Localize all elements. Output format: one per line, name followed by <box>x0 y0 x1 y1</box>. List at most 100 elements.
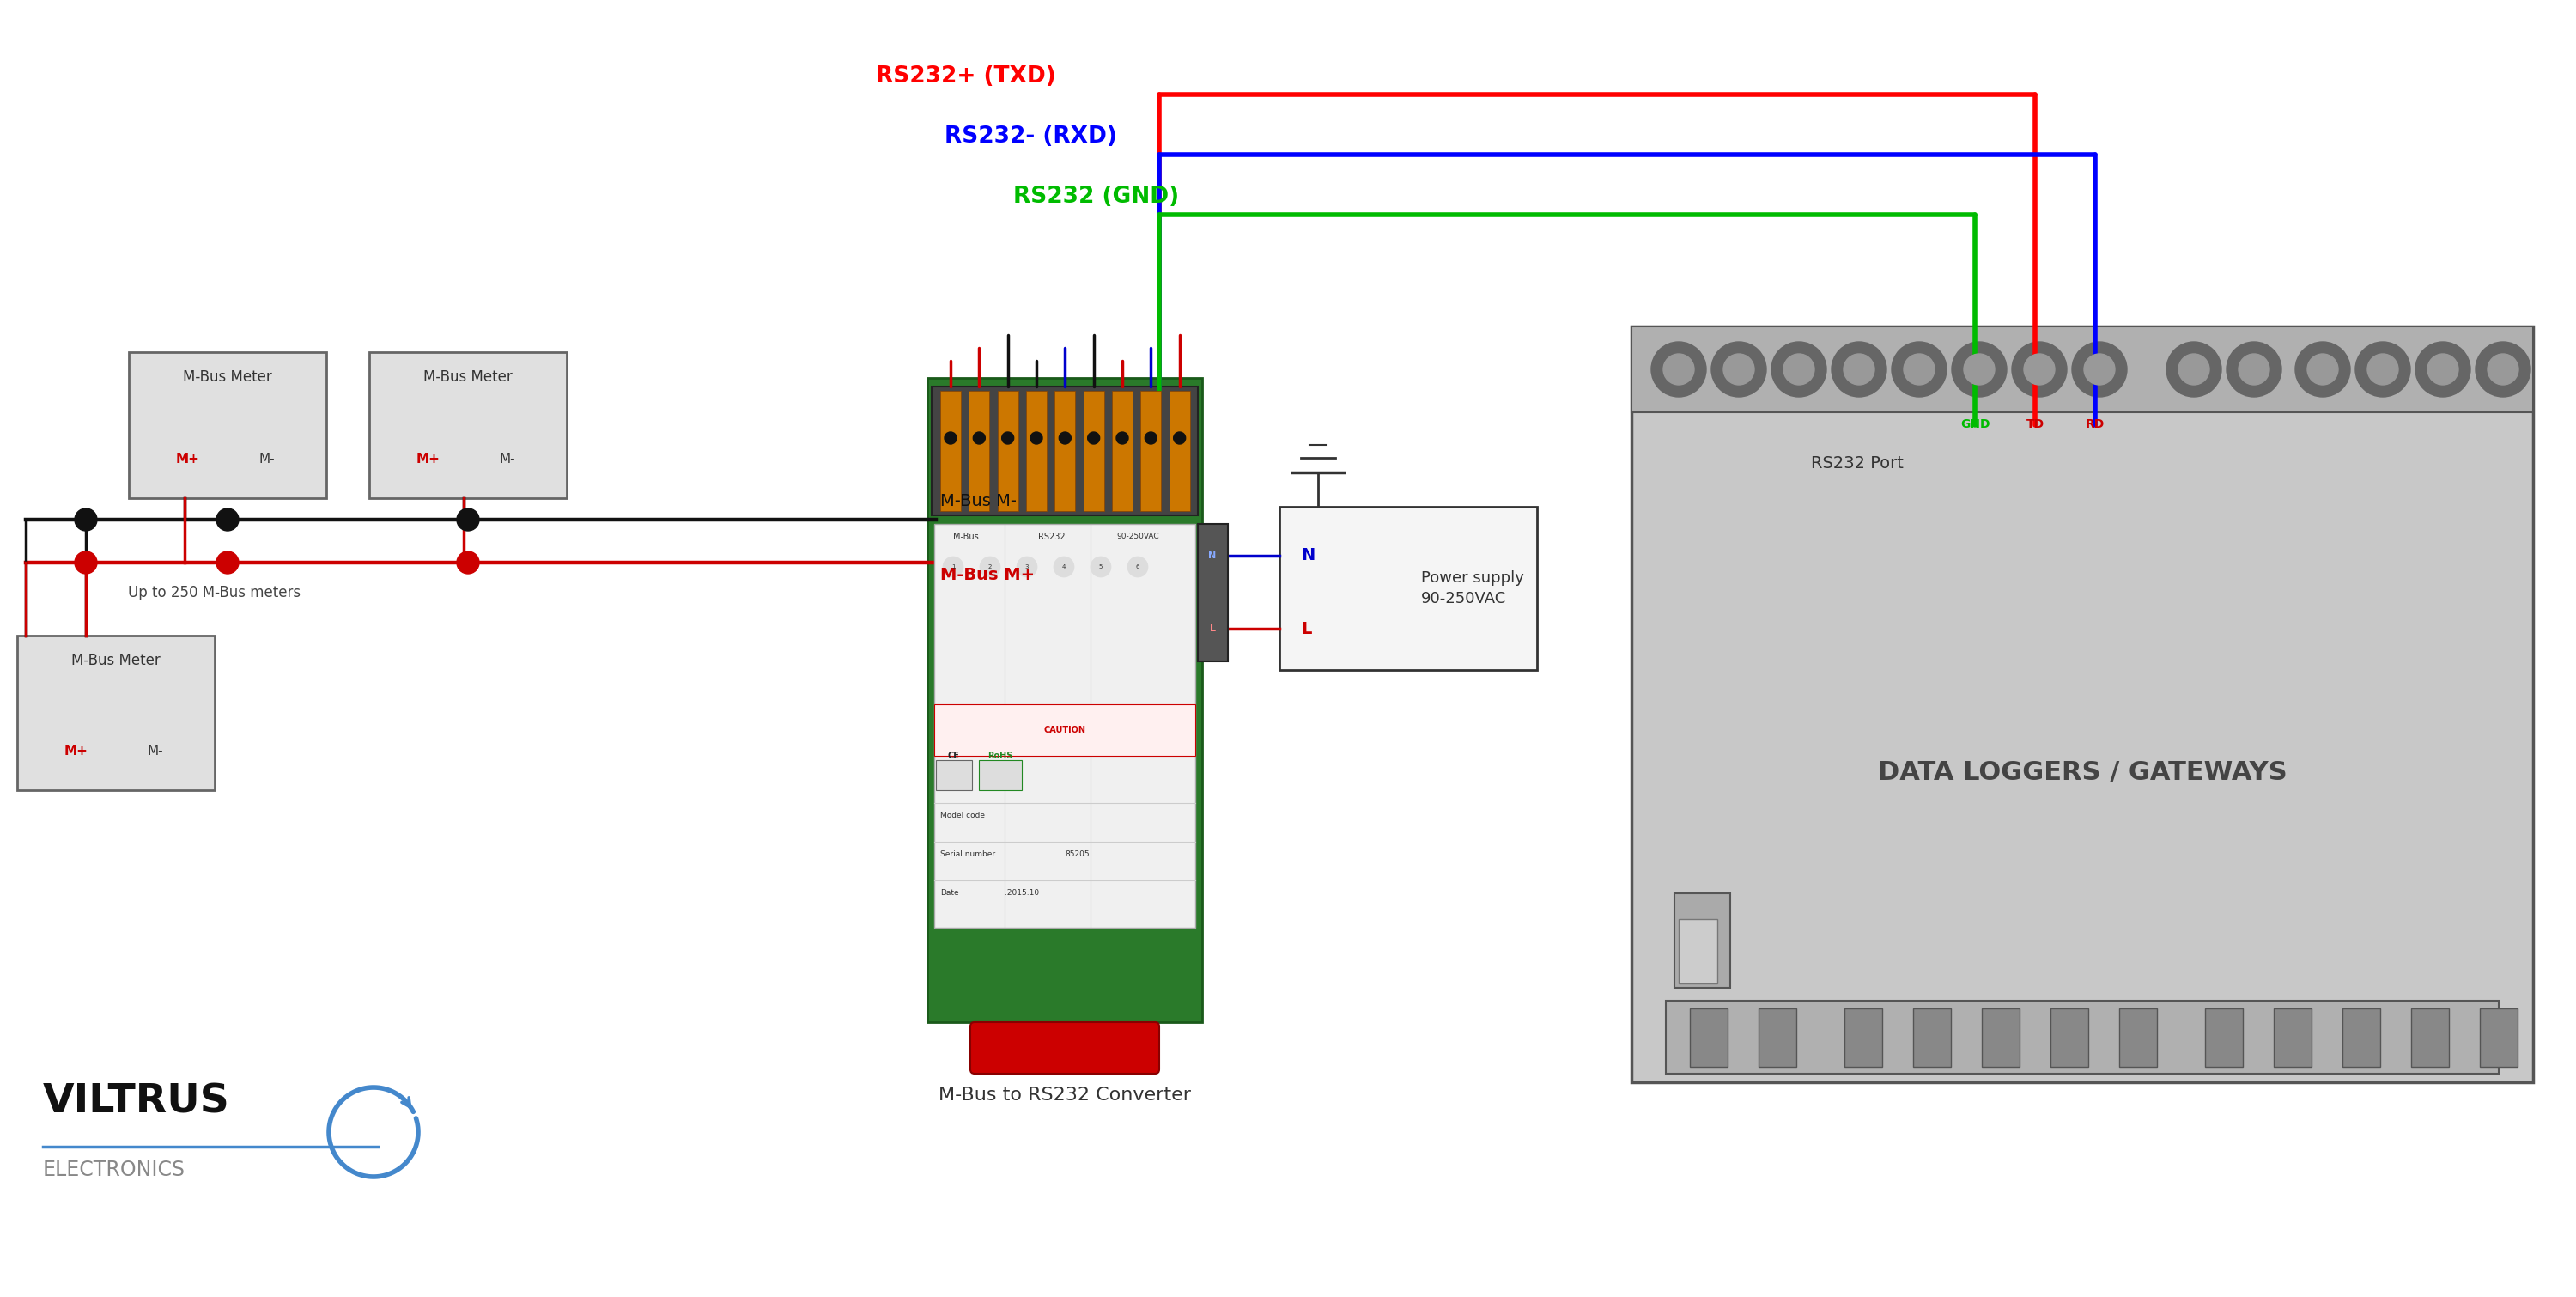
FancyBboxPatch shape <box>2275 1008 2311 1067</box>
Circle shape <box>1891 342 1947 397</box>
FancyBboxPatch shape <box>1025 390 1046 511</box>
Circle shape <box>1783 354 1814 385</box>
Text: Power supply
90-250VAC: Power supply 90-250VAC <box>1422 571 1525 606</box>
Text: RS232 Port: RS232 Port <box>1811 455 1904 472</box>
Circle shape <box>2367 354 2398 385</box>
FancyBboxPatch shape <box>935 524 1195 927</box>
FancyBboxPatch shape <box>1631 327 2532 412</box>
Text: 3: 3 <box>1025 564 1028 569</box>
FancyBboxPatch shape <box>2050 1008 2089 1067</box>
FancyBboxPatch shape <box>1981 1008 2020 1067</box>
FancyBboxPatch shape <box>979 760 1023 790</box>
Circle shape <box>1054 556 1074 577</box>
Text: RS232 (GND): RS232 (GND) <box>1012 185 1180 208</box>
Text: CE: CE <box>948 751 958 760</box>
Circle shape <box>1832 342 1886 397</box>
FancyBboxPatch shape <box>2120 1008 2156 1067</box>
Circle shape <box>1090 556 1110 577</box>
Text: Up to 250 M-Bus meters: Up to 250 M-Bus meters <box>129 585 301 601</box>
Text: M+: M+ <box>64 746 88 757</box>
Text: RD: RD <box>2087 419 2105 431</box>
FancyBboxPatch shape <box>18 636 214 790</box>
FancyBboxPatch shape <box>1759 1008 1795 1067</box>
Text: TD: TD <box>2025 419 2045 431</box>
Text: 6: 6 <box>1136 564 1139 569</box>
Circle shape <box>1059 432 1072 444</box>
FancyBboxPatch shape <box>1674 894 1731 988</box>
Circle shape <box>1030 432 1043 444</box>
Text: ELECTRONICS: ELECTRONICS <box>44 1160 185 1180</box>
Circle shape <box>1144 432 1157 444</box>
Text: M-: M- <box>260 453 276 466</box>
Text: 85205: 85205 <box>1064 851 1090 859</box>
FancyBboxPatch shape <box>1680 920 1718 983</box>
FancyBboxPatch shape <box>1198 524 1229 661</box>
Text: M-Bus Meter: M-Bus Meter <box>422 370 513 385</box>
Text: M-: M- <box>500 453 515 466</box>
FancyBboxPatch shape <box>1113 390 1133 511</box>
Circle shape <box>2308 354 2339 385</box>
FancyBboxPatch shape <box>1170 390 1190 511</box>
Circle shape <box>2179 354 2210 385</box>
Text: DATA LOGGERS / GATEWAYS: DATA LOGGERS / GATEWAYS <box>1878 760 2287 786</box>
FancyBboxPatch shape <box>2342 1008 2380 1067</box>
Circle shape <box>1128 556 1149 577</box>
Circle shape <box>2476 342 2530 397</box>
Circle shape <box>1963 354 1994 385</box>
Text: N: N <box>1208 551 1216 560</box>
Circle shape <box>1844 354 1875 385</box>
FancyBboxPatch shape <box>935 704 1195 756</box>
Circle shape <box>1953 342 2007 397</box>
Circle shape <box>1772 342 1826 397</box>
Text: VILTRUS: VILTRUS <box>44 1082 229 1121</box>
Text: .2015.10: .2015.10 <box>1005 888 1038 896</box>
Circle shape <box>75 551 98 573</box>
Circle shape <box>1175 432 1185 444</box>
Circle shape <box>979 556 999 577</box>
Circle shape <box>2427 354 2458 385</box>
Circle shape <box>2488 354 2519 385</box>
FancyBboxPatch shape <box>1914 1008 1950 1067</box>
Circle shape <box>1723 354 1754 385</box>
Circle shape <box>2239 354 2269 385</box>
Text: RS232: RS232 <box>1038 533 1066 541</box>
FancyBboxPatch shape <box>1844 1008 1883 1067</box>
FancyBboxPatch shape <box>933 387 1198 515</box>
Circle shape <box>945 432 956 444</box>
Circle shape <box>1115 432 1128 444</box>
Text: 5: 5 <box>1100 564 1103 569</box>
Circle shape <box>2166 342 2221 397</box>
Text: M-Bus M-: M-Bus M- <box>940 493 1018 510</box>
Text: RoHS: RoHS <box>987 751 1012 760</box>
FancyBboxPatch shape <box>1280 507 1538 671</box>
Circle shape <box>456 508 479 530</box>
FancyBboxPatch shape <box>129 353 327 498</box>
FancyBboxPatch shape <box>2205 1008 2244 1067</box>
Text: Date: Date <box>940 888 958 896</box>
Circle shape <box>456 551 479 573</box>
Text: M-Bus: M-Bus <box>953 533 979 541</box>
Circle shape <box>1664 354 1695 385</box>
Text: CAUTION: CAUTION <box>1043 726 1087 734</box>
FancyBboxPatch shape <box>1667 1001 2499 1074</box>
Text: M-: M- <box>147 746 162 757</box>
Circle shape <box>75 508 98 530</box>
Text: RS232+ (TXD): RS232+ (TXD) <box>876 65 1056 88</box>
FancyBboxPatch shape <box>935 760 971 790</box>
FancyBboxPatch shape <box>971 1022 1159 1074</box>
Text: L: L <box>1211 625 1216 633</box>
Circle shape <box>2226 342 2282 397</box>
Text: M-Bus Meter: M-Bus Meter <box>183 370 273 385</box>
FancyBboxPatch shape <box>1084 390 1105 511</box>
Text: M-Bus to RS232 Converter: M-Bus to RS232 Converter <box>938 1087 1190 1104</box>
Circle shape <box>1904 354 1935 385</box>
Text: M+: M+ <box>175 453 201 466</box>
FancyBboxPatch shape <box>927 377 1203 1022</box>
Circle shape <box>2025 354 2056 385</box>
FancyBboxPatch shape <box>2481 1008 2517 1067</box>
Text: GND: GND <box>1960 419 1989 431</box>
Circle shape <box>2012 342 2066 397</box>
FancyBboxPatch shape <box>969 390 989 511</box>
FancyBboxPatch shape <box>1631 327 2532 1082</box>
Text: L: L <box>1301 621 1311 637</box>
